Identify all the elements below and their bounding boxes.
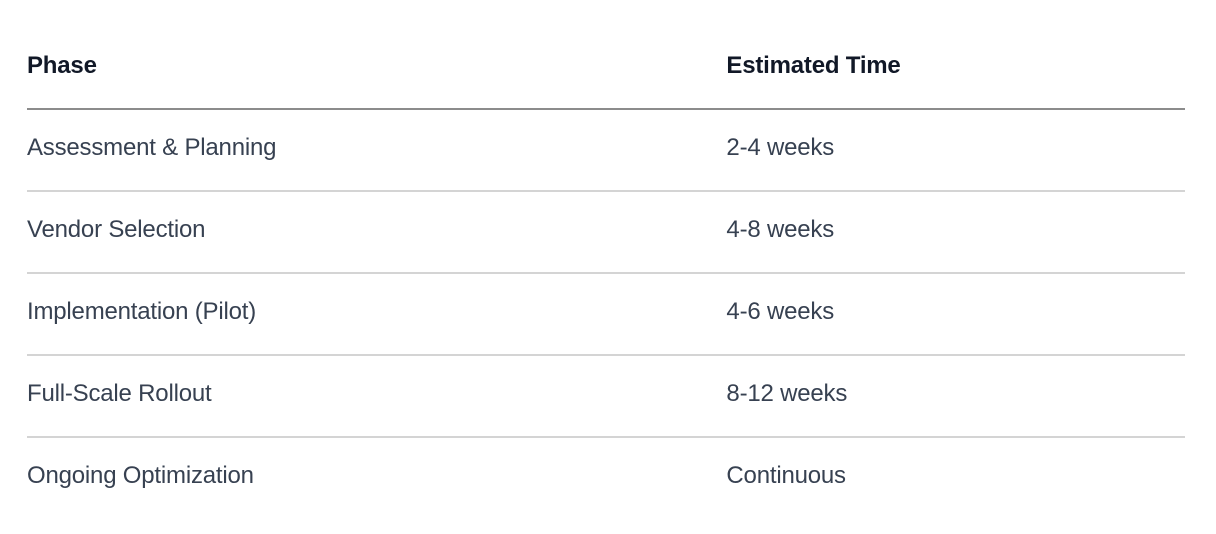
time-cell: 4-8 weeks <box>726 191 1185 274</box>
header-row: Phase Estimated Time <box>27 52 1185 110</box>
table-row: Ongoing Optimization Continuous <box>27 437 1185 518</box>
phase-time-table: Phase Estimated Time Assessment & Planni… <box>27 52 1185 518</box>
table-row: Implementation (Pilot) 4-6 weeks <box>27 273 1185 356</box>
phase-cell: Implementation (Pilot) <box>27 273 727 356</box>
table-row: Assessment & Planning 2-4 weeks <box>27 109 1185 192</box>
phase-cell: Assessment & Planning <box>27 109 727 192</box>
table-row: Full-Scale Rollout 8-12 weeks <box>27 355 1185 438</box>
table-row: Vendor Selection 4-8 weeks <box>27 191 1185 274</box>
column-header-estimated-time: Estimated Time <box>726 52 1185 110</box>
phase-cell: Ongoing Optimization <box>27 462 254 489</box>
table-body: Assessment & Planning 2-4 weeks Vendor S… <box>27 109 1185 518</box>
phase-cell: Full-Scale Rollout <box>27 355 727 438</box>
column-header-phase: Phase <box>27 52 727 110</box>
time-cell: 8-12 weeks <box>726 355 1185 438</box>
phase-cell: Vendor Selection <box>27 191 727 274</box>
time-cell: 4-6 weeks <box>726 273 1185 356</box>
time-cell: Continuous <box>726 462 846 489</box>
time-cell: 2-4 weeks <box>726 109 1185 192</box>
table-header: Phase Estimated Time <box>27 52 1185 110</box>
